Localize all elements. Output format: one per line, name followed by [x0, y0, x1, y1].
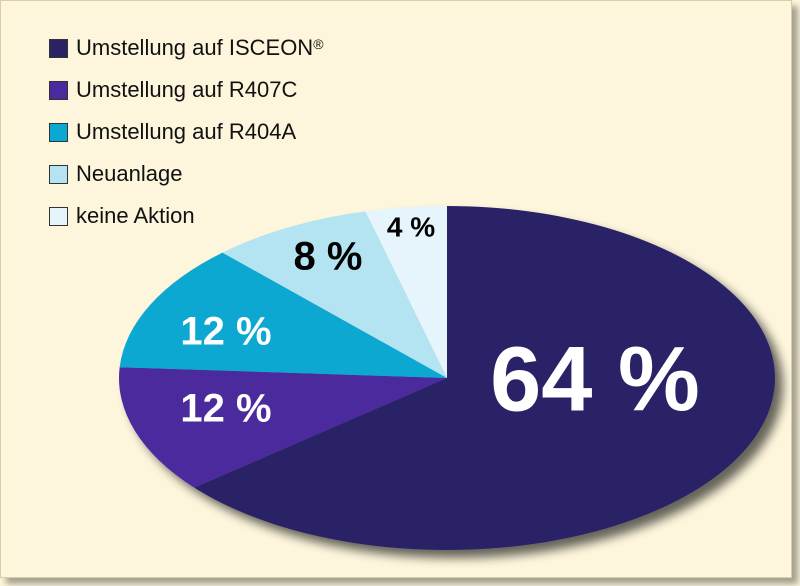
- legend-item-r404a: Umstellung auf R404A: [49, 119, 324, 144]
- legend-item-keine-aktion: keine Aktion: [49, 203, 324, 228]
- chart-frame: Umstellung auf ISCEON ® Umstellung auf R4…: [0, 0, 792, 578]
- pie-label-r404a: 12 %: [180, 310, 271, 354]
- legend-swatch-isceon: [49, 38, 68, 58]
- legend-label-isceon-sup: ®: [313, 36, 324, 52]
- legend-swatch-r407c: [49, 80, 68, 100]
- legend-item-r407c: Umstellung auf R407C: [49, 77, 324, 102]
- pie-slice-r404a: [119, 252, 448, 378]
- pie-slice-r407c: [119, 367, 447, 488]
- legend-swatch-neuanlage: [49, 164, 68, 184]
- legend-label-r404a: Umstellung auf R404A: [76, 119, 297, 144]
- pie-chart: 64 % 12 % 12 % 8 % 4 %: [119, 206, 775, 551]
- pie-slice-keine-aktion: [365, 206, 447, 378]
- legend-item-neuanlage: Neuanlage: [49, 161, 324, 186]
- legend-item-isceon: Umstellung auf ISCEON ®: [49, 35, 324, 60]
- legend: Umstellung auf ISCEON ® Umstellung auf R4…: [49, 35, 324, 247]
- pie-label-keine-aktion: 4 %: [387, 211, 435, 242]
- pie-label-r407c: 12 %: [180, 387, 271, 431]
- legend-swatch-keine-aktion: [49, 206, 68, 226]
- pie-slices: [119, 206, 775, 551]
- pie-label-isceon: 64 %: [490, 328, 700, 430]
- pie-slice-isceon: [194, 206, 775, 551]
- legend-swatch-r404a: [49, 122, 68, 142]
- legend-label-neuanlage: Neuanlage: [76, 161, 183, 186]
- pie-slice-neuanlage: [222, 211, 447, 378]
- legend-label-isceon: Umstellung auf ISCEON: [76, 35, 314, 60]
- pie-label-neuanlage: 8 %: [294, 235, 363, 279]
- legend-label-keine-aktion: keine Aktion: [76, 203, 195, 228]
- pie-labels: 64 % 12 % 12 % 8 % 4 %: [180, 211, 699, 430]
- legend-label-r407c: Umstellung auf R407C: [76, 77, 298, 102]
